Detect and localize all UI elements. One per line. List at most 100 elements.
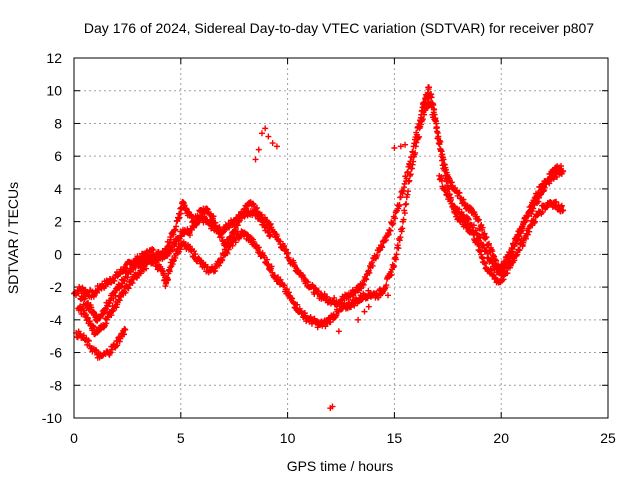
data-point [252, 156, 259, 163]
data-point [407, 171, 414, 178]
y-tick-label: -6 [50, 345, 63, 361]
data-point [120, 331, 127, 338]
data-point [125, 285, 132, 292]
data-point [401, 180, 408, 187]
data-point [402, 141, 409, 148]
data-point [186, 232, 193, 239]
data-point [366, 269, 373, 276]
data-point [508, 250, 515, 257]
data-point [511, 257, 518, 264]
data-point [392, 215, 399, 222]
data-point [107, 349, 114, 356]
data-point [481, 230, 488, 237]
data-point [465, 216, 472, 223]
data-point [511, 242, 518, 249]
data-point [262, 125, 269, 132]
data-point [268, 263, 275, 270]
data-point [172, 241, 179, 248]
data-point [263, 222, 270, 229]
data-point [397, 194, 404, 201]
data-point [397, 234, 404, 241]
data-point [149, 246, 156, 253]
axis-tick-labels: 0 5 10 15 20 25 -10 -8 -6 -4 -2 0 2 4 6 8 10 12 [42, 50, 616, 446]
data-point [122, 326, 129, 333]
data-point [265, 133, 272, 140]
data-point [456, 189, 463, 196]
data-point [526, 228, 533, 235]
data-point [396, 201, 403, 208]
data-point [477, 234, 484, 241]
data-point [395, 245, 402, 252]
chart-title: Day 176 of 2024, Sidereal Day-to-day VTE… [84, 20, 594, 36]
data-point [351, 302, 358, 309]
data-point [516, 246, 523, 253]
x-tick-label: 25 [600, 430, 616, 446]
data-point [192, 251, 199, 258]
y-tick-label: 6 [54, 148, 62, 164]
data-point [315, 288, 322, 295]
data-point [531, 218, 538, 225]
data-point [412, 150, 419, 157]
data-point [324, 294, 331, 301]
data-point [173, 223, 180, 230]
data-point [437, 146, 444, 153]
x-tick-label: 15 [387, 430, 403, 446]
data-point [285, 249, 292, 256]
data-point [224, 250, 231, 257]
data-point [250, 201, 257, 208]
data-point [425, 95, 432, 102]
data-point [397, 143, 404, 150]
data-point [524, 231, 531, 238]
data-point [509, 246, 516, 253]
data-point [444, 176, 451, 183]
data-point [191, 248, 198, 255]
data-point [545, 178, 552, 185]
data-point [210, 213, 217, 220]
data-point [85, 337, 92, 344]
x-tick-label: 20 [493, 430, 509, 446]
data-point [419, 116, 426, 123]
data-point [426, 84, 433, 91]
data-point [446, 191, 453, 198]
data-point [359, 296, 366, 303]
data-point [122, 289, 129, 296]
y-tick-label: 10 [46, 83, 62, 99]
data-point [273, 143, 280, 150]
data-point [486, 240, 493, 247]
data-point [365, 303, 372, 310]
data-point [255, 244, 262, 251]
x-tick-label: 10 [280, 430, 296, 446]
data-point [169, 246, 176, 253]
data-point [255, 146, 262, 153]
data-point [433, 124, 440, 131]
data-point [77, 331, 84, 338]
data-point [558, 202, 565, 209]
data-point [379, 244, 386, 251]
data-point [400, 216, 407, 223]
x-tick-label: 0 [70, 430, 78, 446]
y-tick-label: -4 [50, 312, 63, 328]
data-point [517, 241, 524, 248]
data-point [447, 194, 454, 201]
data-point [294, 301, 301, 308]
y-tick-label: -8 [50, 377, 63, 393]
data-point [223, 242, 230, 249]
data-point [90, 323, 97, 330]
data-point [515, 233, 522, 240]
data-point [269, 140, 276, 147]
data-point [493, 257, 500, 264]
y-tick-label: 12 [46, 50, 62, 66]
data-point [403, 200, 410, 207]
data-point [390, 263, 397, 270]
data-point [361, 308, 368, 315]
data-point [372, 290, 379, 297]
data-point [504, 270, 511, 277]
data-point [399, 225, 406, 232]
plot-frame [73, 57, 609, 419]
data-point [258, 130, 265, 137]
data-point [333, 312, 340, 319]
data-point [264, 256, 271, 263]
data-point [539, 209, 546, 216]
data-point [112, 343, 119, 350]
